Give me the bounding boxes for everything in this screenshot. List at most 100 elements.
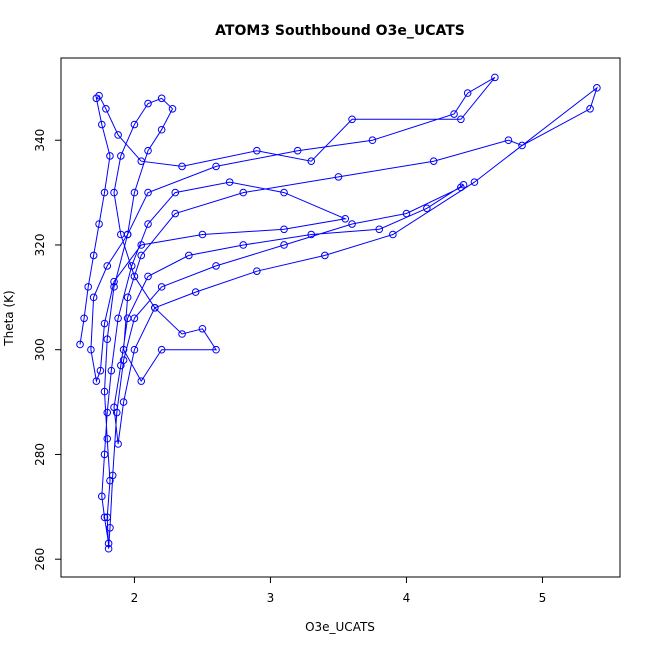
data-point [491, 73, 499, 82]
data-point [423, 204, 431, 213]
data-point [102, 105, 110, 113]
data-point [95, 220, 103, 228]
data-point [178, 330, 186, 338]
data-point [117, 152, 125, 160]
data-point [123, 314, 132, 323]
data-point [127, 262, 136, 270]
data-point [103, 335, 112, 344]
data-point [80, 314, 88, 323]
data-point [457, 183, 465, 192]
data-point [130, 345, 139, 354]
data-point [450, 110, 458, 118]
data-point [106, 152, 114, 160]
data-point [459, 180, 468, 189]
data-point [151, 304, 159, 312]
data-point [212, 162, 220, 171]
data-point [457, 115, 465, 124]
data-point [117, 361, 125, 370]
data-point [212, 262, 220, 270]
data-point [518, 141, 526, 150]
data-point [593, 84, 601, 92]
y-tick-label: 320 [33, 234, 47, 257]
x-axis-label: O3e_UCATS [305, 620, 375, 634]
data-point [157, 345, 166, 354]
data-point [100, 387, 109, 396]
data-point [92, 94, 101, 103]
data-point [157, 125, 166, 134]
data-point [107, 366, 116, 375]
plot-frame [60, 57, 621, 578]
data-point [104, 544, 113, 553]
data-point [144, 146, 152, 155]
data-point [98, 492, 106, 501]
data-point [84, 283, 93, 291]
x-tick-label: 5 [539, 591, 547, 605]
data-point [130, 120, 139, 129]
data-point [123, 230, 132, 239]
data-point [280, 241, 288, 249]
data-point [92, 377, 101, 385]
data-point [463, 89, 472, 97]
data-line [79, 76, 598, 549]
data-point [137, 377, 146, 385]
x-tick-label: 3 [267, 591, 275, 605]
x-tick-label: 2 [131, 591, 139, 605]
data-point [341, 214, 350, 223]
data-point [171, 209, 180, 218]
data-point [307, 157, 316, 165]
data-point [504, 136, 513, 145]
data-point [110, 188, 118, 197]
data-point [108, 471, 117, 480]
data-point [198, 230, 207, 239]
data-point [103, 513, 112, 522]
data-point [137, 241, 146, 249]
data-point [137, 157, 146, 165]
data-point [100, 450, 109, 459]
data-point [114, 440, 122, 448]
data-point [191, 288, 200, 296]
data-point [157, 94, 166, 103]
chart-title: ATOM3 Southbound O3e_UCATS [215, 23, 465, 39]
data-point [100, 513, 109, 522]
data-point [348, 115, 356, 124]
data-point [100, 188, 109, 197]
data-point [212, 345, 220, 354]
data-point [103, 408, 112, 417]
data-point [104, 539, 113, 548]
x-tick-label: 4 [403, 591, 411, 605]
data-point [586, 105, 594, 113]
data-point [178, 162, 186, 171]
data-point [100, 319, 109, 328]
y-tick-label: 260 [33, 548, 47, 571]
data-point [389, 230, 397, 239]
data-point [95, 91, 103, 100]
data-point [185, 251, 193, 260]
data-point [89, 251, 98, 260]
data-point [402, 209, 411, 218]
data-point [157, 283, 166, 291]
data-point [239, 188, 248, 197]
data-point [87, 345, 95, 354]
y-tick-label: 340 [33, 129, 47, 152]
data-point [280, 188, 288, 197]
data-point [334, 173, 343, 181]
data-point [198, 324, 207, 333]
data-point [307, 230, 316, 239]
data-point [98, 120, 106, 129]
data-point [119, 398, 128, 406]
data-point [76, 340, 84, 349]
data-point [375, 225, 384, 234]
data-point [144, 188, 152, 197]
data-point [110, 283, 118, 291]
y-tick-label: 280 [33, 443, 47, 466]
data-point [168, 105, 177, 113]
data-point [114, 131, 122, 139]
data-point [114, 314, 122, 323]
data-point [171, 188, 180, 197]
data-point [89, 293, 98, 302]
data-point [321, 251, 329, 260]
data-point [137, 251, 146, 260]
data-point [144, 99, 152, 108]
data-point [144, 220, 152, 228]
